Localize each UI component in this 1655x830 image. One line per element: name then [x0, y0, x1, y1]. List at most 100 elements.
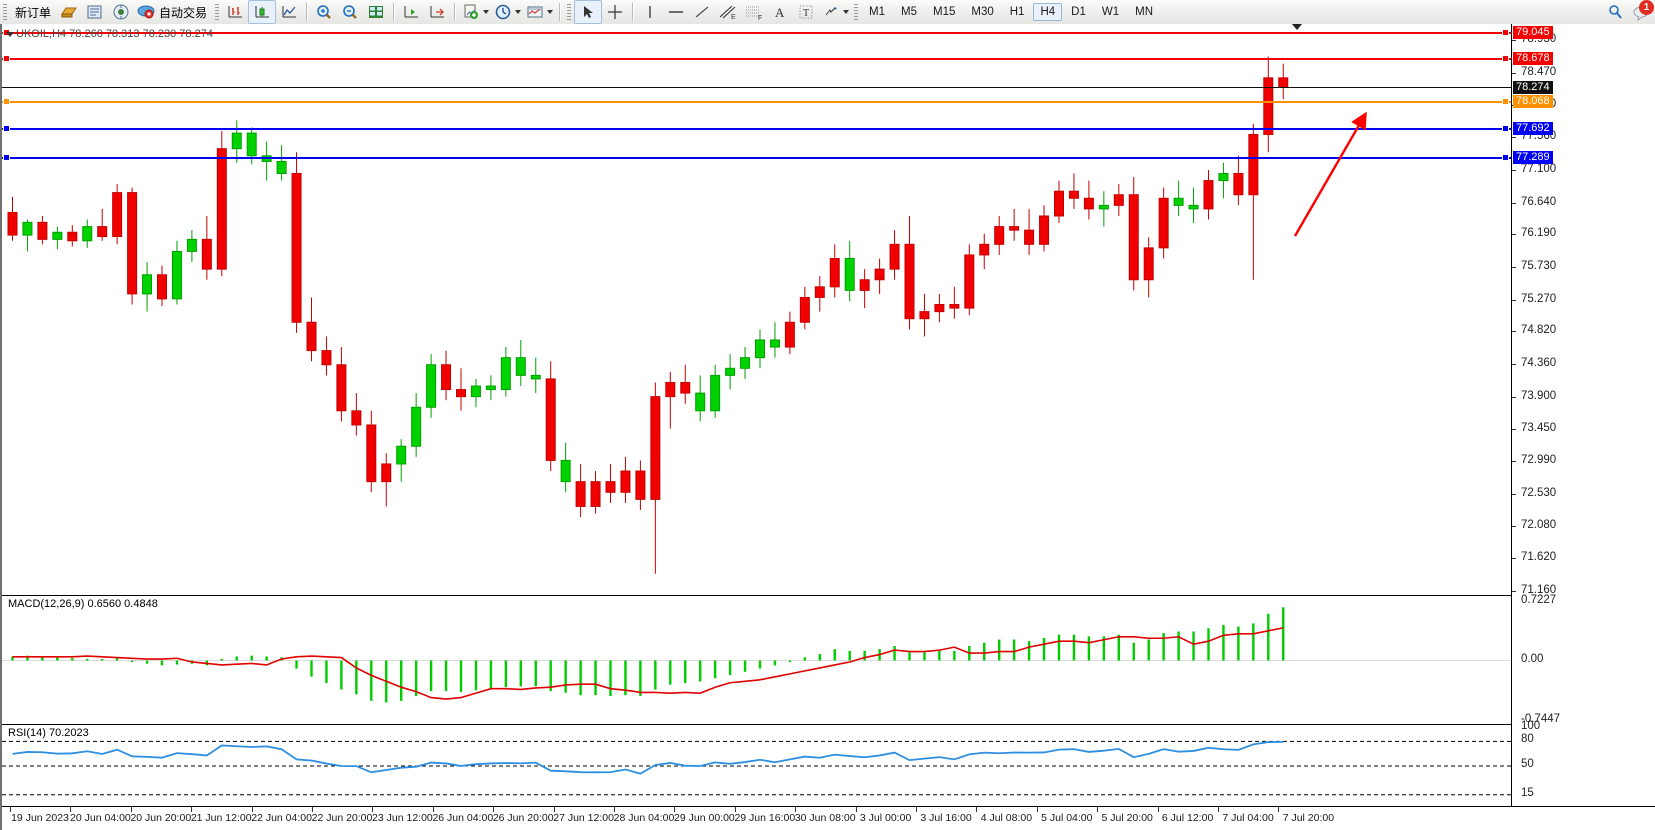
- price-axis-label: 72.080: [1521, 518, 1557, 531]
- price-level-handle[interactable]: [1502, 153, 1509, 161]
- price-level-handle[interactable]: [3, 98, 10, 106]
- price-tag-order-level[interactable]: 78.068: [1513, 95, 1553, 109]
- timeframe-w1[interactable]: W1: [1101, 6, 1120, 18]
- price-tag-order-level[interactable]: 77.692: [1513, 121, 1553, 135]
- price-level-line[interactable]: [2, 32, 1511, 35]
- bar-chart-icon[interactable]: [222, 1, 248, 23]
- period-dropdown-caret[interactable]: [515, 10, 522, 14]
- timeframe-m30[interactable]: M30: [971, 6, 994, 18]
- timeframe-m1[interactable]: M1: [869, 6, 886, 18]
- price-axis-label: 77.100: [1521, 162, 1557, 175]
- time-axis[interactable]: 19 Jun 2023 20 Jun 04:00 20 Jun 20:00 21 Ju…: [2, 806, 1655, 830]
- time-axis-tick: [1278, 807, 1280, 812]
- auto-scroll-icon[interactable]: [424, 1, 450, 23]
- trendline-tool[interactable]: [689, 1, 715, 23]
- macd-pane[interactable]: MACD(12,26,9) 0.6560 0.4848: [2, 595, 1511, 724]
- price-axis-tick: [1512, 428, 1516, 430]
- price-axis-tick: [1512, 590, 1516, 592]
- price-level-handle[interactable]: [1502, 124, 1509, 132]
- price-level-line[interactable]: [2, 58, 1511, 61]
- timeframe-grip[interactable]: [854, 3, 859, 21]
- time-axis-label: 3 Jul 16:00: [920, 812, 972, 824]
- timeframe-m5[interactable]: M5: [901, 6, 917, 18]
- price-axis-tick: [1512, 299, 1516, 301]
- new-chart-button[interactable]: [459, 1, 491, 23]
- terminal-icon[interactable]: [363, 1, 389, 23]
- zoom-out-icon[interactable]: [337, 1, 363, 23]
- text-tool[interactable]: A: [767, 1, 793, 23]
- autotrading-button[interactable]: 自动交易: [134, 1, 212, 23]
- price-axis-label: 71.620: [1521, 551, 1557, 564]
- price-tag-order-level[interactable]: 78.678: [1513, 52, 1553, 66]
- toolbar-grip-2[interactable]: [215, 3, 220, 21]
- tools-grip[interactable]: [567, 3, 572, 21]
- timeframe-m15[interactable]: M15: [933, 6, 956, 18]
- price-level-line[interactable]: [2, 86, 1511, 88]
- vertical-line-tool[interactable]: [637, 1, 663, 23]
- price-tag-last-price[interactable]: 78.274: [1513, 80, 1553, 94]
- time-axis-label: 20 Jun 04:00: [70, 812, 131, 824]
- fibonacci-tool[interactable]: F: [741, 1, 767, 23]
- time-axis-label: 22 Jun 20:00: [311, 812, 373, 824]
- text-label-tool[interactable]: T: [793, 1, 819, 23]
- search-icon[interactable]: [1603, 1, 1629, 23]
- up-arrow-annotation[interactable]: [2, 24, 1511, 595]
- gold-bar-icon[interactable]: [56, 1, 82, 23]
- price-axis-label: 76.640: [1521, 195, 1557, 208]
- indicators-dropdown-caret[interactable]: [547, 10, 554, 14]
- navigator-icon[interactable]: [108, 1, 134, 23]
- cursor-tool[interactable]: [574, 0, 603, 24]
- period-button[interactable]: [491, 1, 523, 23]
- price-level-handle[interactable]: [1502, 98, 1509, 106]
- timeframe-h1[interactable]: H1: [1009, 6, 1025, 18]
- candlestick-chart-icon[interactable]: [248, 0, 277, 24]
- timeframe-mn[interactable]: MN: [1135, 6, 1153, 18]
- new-order-label: 新订单: [15, 5, 52, 20]
- price-axis-tick: [1512, 493, 1516, 495]
- price-level-handle[interactable]: [3, 55, 10, 63]
- price-axis[interactable]: 78.93078.47078.01077.56077.10076.64076.1…: [1511, 24, 1655, 806]
- price-level-handle[interactable]: [1502, 55, 1509, 63]
- candlestick-series: [7, 56, 1289, 574]
- price-axis-tick: [1512, 40, 1516, 42]
- price-axis-label: 75.270: [1521, 292, 1557, 305]
- toolbar-grip[interactable]: [3, 3, 7, 21]
- arrows-dropdown-caret[interactable]: [843, 10, 850, 14]
- rsi-pane[interactable]: RSI(14) 70.2023: [2, 724, 1511, 806]
- chart-area[interactable]: UKOIL,H4 78.260 78.313 78.230 78.274 MAC…: [0, 24, 1655, 830]
- data-window-icon[interactable]: [82, 1, 108, 23]
- price-tag-order-level[interactable]: 79.045: [1513, 26, 1553, 40]
- price-level-line[interactable]: [2, 127, 1511, 130]
- time-axis-tick: [191, 807, 193, 812]
- macd-axis-label: 0.00: [1521, 652, 1544, 665]
- new-chart-dropdown-caret[interactable]: [483, 10, 490, 14]
- price-pane[interactable]: UKOIL,H4 78.260 78.313 78.230 78.274: [2, 24, 1511, 595]
- chart-shift-icon[interactable]: [398, 1, 424, 23]
- new-order-button[interactable]: 新订单: [10, 1, 56, 23]
- notifications-button[interactable]: 1: [1629, 0, 1655, 23]
- price-level-line[interactable]: [2, 156, 1511, 159]
- time-axis-label: 30 Jun 08:00: [794, 812, 856, 824]
- toolbar-separator: [306, 3, 308, 21]
- time-axis-tick: [614, 807, 615, 812]
- indicators-button[interactable]: [523, 1, 555, 23]
- timeframe-h4[interactable]: H4: [1033, 3, 1063, 21]
- zoom-in-icon[interactable]: [311, 1, 337, 23]
- price-level-handle[interactable]: [1502, 29, 1509, 37]
- price-level-line[interactable]: [2, 101, 1511, 104]
- price-axis-label: 75.730: [1521, 259, 1557, 272]
- arrows-tool[interactable]: [819, 1, 851, 23]
- crosshair-tool[interactable]: [602, 1, 628, 23]
- timeframe-group: M1 M5 M15 M30 H1 H4 D1 W1 MN: [861, 3, 1161, 21]
- chart-context-triangle[interactable]: [6, 32, 14, 37]
- price-tag-order-level[interactable]: 77.289: [1513, 150, 1553, 164]
- time-axis-tick: [372, 807, 374, 812]
- horizontal-line-tool[interactable]: [663, 1, 689, 23]
- equidistant-channel-tool[interactable]: E: [715, 1, 741, 23]
- timeframe-d1[interactable]: D1: [1071, 6, 1086, 18]
- price-level-handle[interactable]: [3, 153, 10, 161]
- line-chart-icon[interactable]: [276, 1, 302, 23]
- price-level-handle[interactable]: [3, 124, 10, 132]
- toolbar-separator-2: [393, 3, 395, 21]
- notification-bubble[interactable]: 1: [1631, 0, 1654, 22]
